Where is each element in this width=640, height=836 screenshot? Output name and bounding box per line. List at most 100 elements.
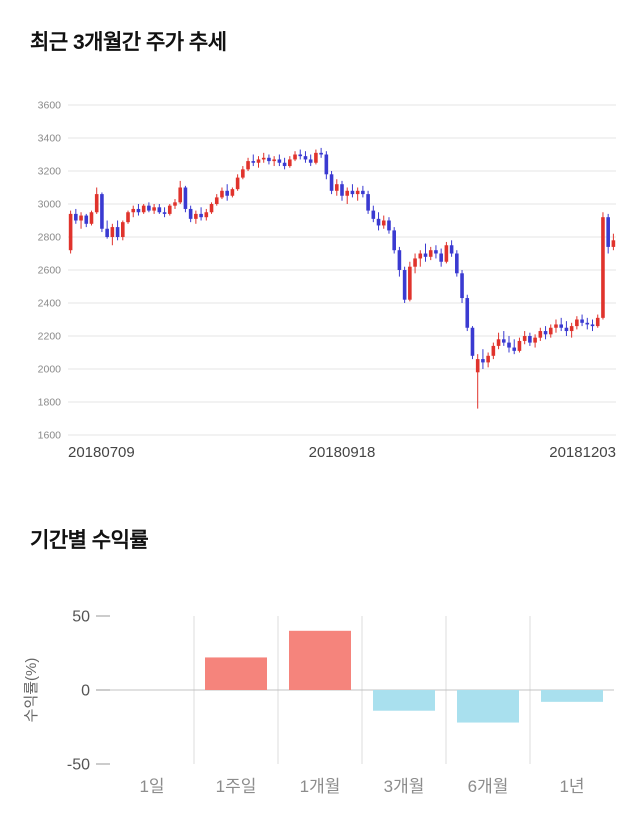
candle-body <box>460 273 464 299</box>
candle-body <box>428 250 433 257</box>
candle-body <box>361 190 365 195</box>
candle-body <box>413 258 417 267</box>
y-tick-label: 2000 <box>38 364 62 376</box>
candle-body <box>491 345 496 356</box>
candle-body <box>580 319 584 323</box>
candle-body <box>282 162 287 167</box>
candle-body <box>387 220 391 231</box>
candle-body <box>543 331 548 335</box>
candle-body <box>376 218 381 226</box>
candle-body <box>74 213 78 221</box>
candle-body <box>136 208 141 213</box>
y-tick-label: 0 <box>81 683 90 700</box>
price-trend-title: 최근 3개월간 주가 추세 <box>30 31 227 54</box>
candle-body <box>444 245 449 262</box>
y-tick-label: 3600 <box>38 100 62 112</box>
candle-body <box>152 207 156 211</box>
y-tick-label: 1800 <box>38 397 62 409</box>
candle-body <box>89 212 94 224</box>
candle-body <box>194 213 198 219</box>
candle-body <box>470 327 475 356</box>
candle-body <box>298 154 303 157</box>
y-tick-label: 2400 <box>38 298 62 310</box>
candle-body <box>507 342 511 348</box>
category-label: 1일 <box>139 777 164 796</box>
candle-body <box>606 217 610 247</box>
candle-body <box>293 154 297 160</box>
candle-body <box>183 187 188 209</box>
category-label: 3개월 <box>384 777 425 796</box>
y-tick-label: -50 <box>67 757 90 774</box>
candle-body <box>277 159 282 163</box>
return-bar <box>289 630 351 690</box>
candle-body <box>548 327 553 335</box>
candle-body <box>272 159 276 162</box>
candle-body <box>314 152 318 163</box>
candle-body <box>585 322 590 325</box>
category-label: 1년 <box>559 777 584 796</box>
category-label: 6개월 <box>468 777 509 796</box>
candle-body <box>303 156 308 160</box>
candle-body <box>329 174 334 191</box>
candle-body <box>418 253 423 259</box>
candle-body <box>319 152 323 155</box>
candle-body <box>209 204 214 213</box>
x-tick-label: 20180918 <box>309 444 376 461</box>
candle-body <box>188 208 193 219</box>
candle-body <box>110 227 115 237</box>
candle-body <box>199 213 203 218</box>
candle-body <box>408 266 412 300</box>
price-candlestick-chart: 3600 3400 3200 3000 2800 2600 2400 2200 2000 1800… <box>38 100 616 461</box>
y-axis-label: 수익률(%) <box>23 658 40 723</box>
y-tick-label: 50 <box>72 609 90 626</box>
candle-body <box>94 194 99 213</box>
x-tick-label: 20180709 <box>68 444 135 461</box>
candle-body <box>486 355 490 363</box>
candle-body <box>246 161 250 170</box>
candle-body <box>230 189 235 196</box>
candle-body <box>381 220 386 226</box>
candle-body <box>501 339 506 343</box>
candle-body <box>481 359 485 363</box>
y-tick-label: 3000 <box>38 199 62 211</box>
y-tick-label: 1600 <box>38 430 62 442</box>
candle-body <box>126 212 130 223</box>
y-tick-label: 2600 <box>38 265 62 277</box>
candle-body <box>512 347 517 351</box>
y-tick-label: 3200 <box>38 166 62 178</box>
candle-body <box>449 245 454 254</box>
period-returns-title: 기간별 수익률 <box>30 529 149 552</box>
return-bar <box>541 690 603 702</box>
candle-body <box>220 190 224 198</box>
candle-body <box>554 324 558 328</box>
candle-body <box>340 184 344 196</box>
candle-body <box>345 190 350 196</box>
candle-body <box>178 187 183 203</box>
candle-body <box>288 159 292 167</box>
candle-body <box>595 317 600 327</box>
candle-body <box>533 337 537 343</box>
candle-body <box>528 336 532 343</box>
candle-body <box>308 159 313 163</box>
candle-body <box>141 205 146 213</box>
candle-body <box>423 253 428 257</box>
candle-body <box>167 205 172 214</box>
candle-body <box>601 217 605 318</box>
candle-body <box>564 327 569 332</box>
candle-body <box>173 202 177 206</box>
candle-body <box>68 213 73 251</box>
candle-body <box>100 194 104 229</box>
candle-body <box>465 298 470 328</box>
candle-body <box>267 157 271 162</box>
candle-body <box>131 208 136 213</box>
candle-body <box>79 215 83 221</box>
y-tick-label: 3400 <box>38 133 62 145</box>
candle-body <box>324 154 329 175</box>
candle-body <box>350 190 355 195</box>
candle-body <box>402 270 407 300</box>
x-tick-label: 20181203 <box>549 444 616 461</box>
return-bar <box>205 657 267 690</box>
candle-body <box>538 331 543 338</box>
y-tick-label: 2200 <box>38 331 62 343</box>
candle-body <box>569 326 574 332</box>
